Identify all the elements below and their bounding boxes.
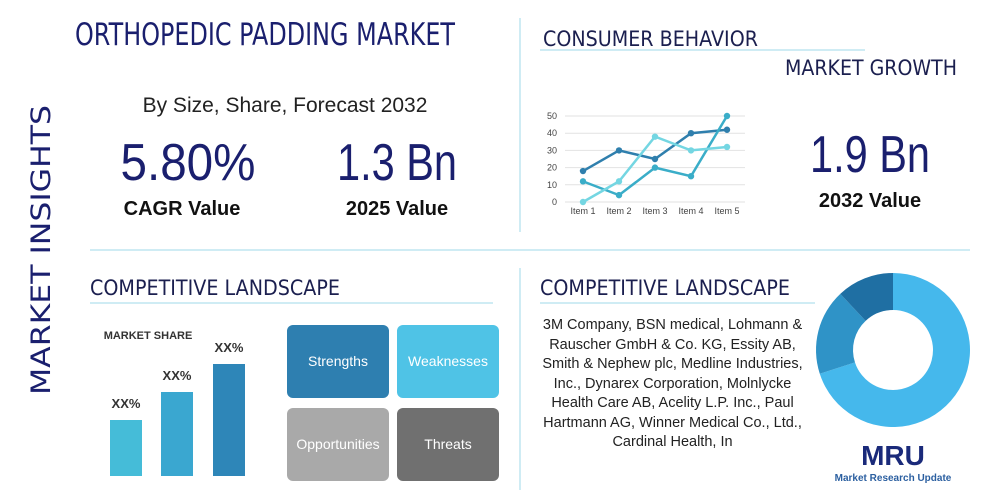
donut-segment bbox=[840, 273, 893, 321]
point bbox=[723, 112, 731, 120]
stat-value: 5.80% bbox=[121, 134, 256, 192]
data-label: XX% bbox=[215, 340, 244, 355]
x-tick-label: Item 3 bbox=[642, 206, 667, 216]
donut-segment bbox=[819, 273, 970, 427]
point bbox=[687, 147, 695, 154]
logo-caption: Market Research Update bbox=[835, 473, 952, 484]
bar bbox=[110, 420, 142, 476]
section-subtitle: MARKET GROWTH bbox=[785, 56, 957, 80]
point bbox=[723, 126, 731, 133]
side-label: MARKET INSIGHTS bbox=[26, 105, 57, 395]
point bbox=[651, 133, 659, 140]
data-label: XX% bbox=[163, 368, 192, 383]
y-tick-label: 0 bbox=[552, 197, 557, 207]
x-tick-label: Item 1 bbox=[570, 206, 595, 216]
swot-box bbox=[287, 325, 389, 398]
point bbox=[579, 167, 587, 175]
stat-value: 1.3 Bn bbox=[337, 134, 457, 192]
point bbox=[615, 191, 623, 199]
company-list: 3M Company, BSN medical, Lohmann & Rausc… bbox=[542, 317, 803, 450]
donut-segment bbox=[815, 293, 866, 374]
point bbox=[579, 178, 587, 185]
y-tick-label: 20 bbox=[547, 163, 557, 173]
y-tick-label: 40 bbox=[547, 128, 557, 138]
point bbox=[579, 198, 587, 206]
section-title: COMPETITIVE LANDSCAPE bbox=[90, 276, 340, 300]
y-tick-label: 10 bbox=[547, 180, 557, 190]
swot-label: Weaknesses bbox=[408, 353, 488, 369]
logo-text: MRU bbox=[861, 440, 925, 471]
chart-title: MARKET SHARE bbox=[104, 330, 193, 342]
point bbox=[687, 130, 695, 137]
section-title: COMPETITIVE LANDSCAPE bbox=[540, 276, 790, 300]
point bbox=[615, 147, 623, 154]
x-tick-label: Item 5 bbox=[714, 206, 739, 216]
swot-box bbox=[397, 408, 499, 481]
y-tick-label: 30 bbox=[547, 145, 557, 155]
point bbox=[723, 143, 731, 151]
stat-label: CAGR Value bbox=[124, 198, 241, 220]
bar bbox=[213, 364, 245, 476]
y-tick-label: 50 bbox=[547, 111, 557, 121]
stat-value: 1.9 Bn bbox=[810, 126, 930, 184]
line bbox=[582, 115, 729, 197]
stat-label: 2032 Value bbox=[819, 190, 921, 212]
point bbox=[651, 164, 659, 171]
swot-box bbox=[287, 408, 389, 481]
x-tick-label: Item 2 bbox=[606, 206, 631, 216]
point bbox=[687, 173, 695, 180]
data-label: XX% bbox=[112, 396, 141, 411]
swot-label: Strengths bbox=[308, 353, 368, 369]
bar bbox=[161, 392, 193, 476]
subtitle: By Size, Share, Forecast 2032 bbox=[143, 94, 428, 117]
main-title: ORTHOPEDIC PADDING MARKET bbox=[75, 17, 456, 53]
point bbox=[651, 155, 659, 163]
swot-box bbox=[397, 325, 499, 398]
section-title: CONSUMER BEHAVIOR bbox=[543, 27, 758, 51]
swot-label: Threats bbox=[424, 436, 471, 452]
swot-label: Opportunities bbox=[296, 436, 379, 452]
point bbox=[615, 178, 623, 185]
stat-label: 2025 Value bbox=[346, 198, 448, 220]
x-tick-label: Item 4 bbox=[678, 206, 703, 216]
